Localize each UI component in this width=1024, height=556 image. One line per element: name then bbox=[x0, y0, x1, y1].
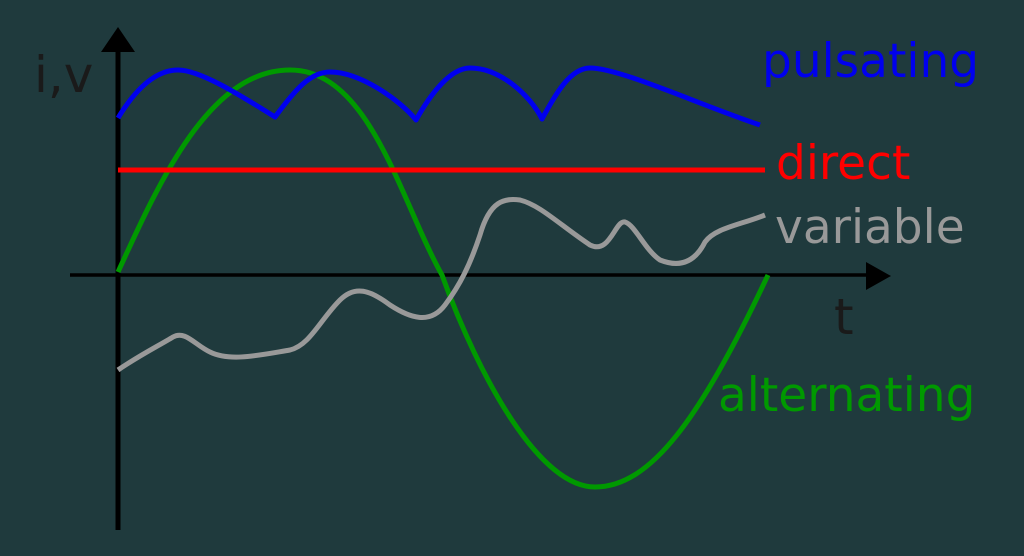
legend-direct: direct bbox=[776, 136, 911, 191]
x-axis bbox=[70, 262, 891, 290]
legend-pulsating: pulsating bbox=[762, 34, 980, 89]
x-axis-label: t bbox=[834, 288, 854, 346]
y-axis-label: i,v bbox=[34, 46, 94, 104]
alternating-curve bbox=[115, 67, 771, 490]
legend-variable: variable bbox=[775, 200, 965, 255]
legend-alternating: alternating bbox=[718, 368, 976, 423]
pulsating-curve bbox=[115, 65, 761, 128]
variable-curve bbox=[116, 197, 766, 373]
y-axis bbox=[101, 27, 135, 530]
